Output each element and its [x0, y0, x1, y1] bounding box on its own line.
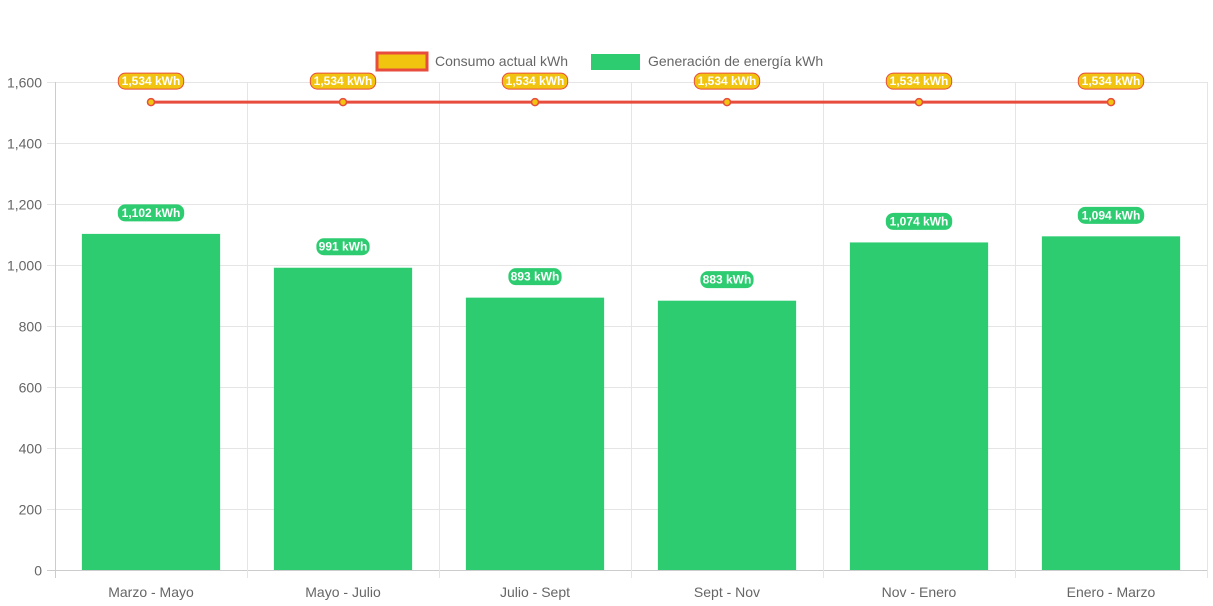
- line-value-label-badge: [501, 72, 569, 90]
- line-point: [530, 97, 540, 107]
- line-point: [146, 97, 156, 107]
- bar-value-label: 1,094 kWh: [1082, 208, 1141, 222]
- x-axis: Marzo - Mayo Mayo - Julio Julio - Sept Sept…: [108, 584, 1155, 600]
- x-tick-label: Sept - Nov: [694, 584, 760, 600]
- bar: [81, 233, 221, 570]
- y-tick-label: 0: [34, 563, 42, 579]
- bar: [657, 300, 797, 570]
- y-tick-label: 1,000: [7, 258, 42, 274]
- legend-item-consumo[interactable]: Consumo actual kWh: [375, 51, 568, 72]
- bar-value-label: 883 kWh: [703, 273, 752, 287]
- line-value-label: 1,534 kWh: [122, 74, 181, 88]
- x-tick-label: Enero - Marzo: [1067, 584, 1156, 600]
- line-value-label: 1,534 kWh: [1082, 74, 1141, 88]
- legend[interactable]: Consumo actual kWh Generación de energía…: [375, 51, 823, 72]
- legend-swatch-generacion: [591, 54, 640, 70]
- bar: [273, 267, 413, 570]
- line-value-label: 1,534 kWh: [890, 74, 949, 88]
- line-value-label-badge: [885, 72, 953, 90]
- legend-swatch-consumo: [375, 51, 429, 72]
- data-labels: 1,102 kWh 991 kWh 893 kWh 883 kWh 1,074 kWh 1…: [117, 72, 1145, 289]
- line-value-label-badge: [1077, 72, 1145, 90]
- y-axis: 0 200 400 600 800 1,000 1,200 1,400 1,600: [7, 75, 42, 579]
- y-tick-label: 1,400: [7, 136, 42, 152]
- bar-value-label: 1,102 kWh: [122, 206, 181, 220]
- line-value-label-badge: [693, 72, 761, 90]
- line-point: [914, 97, 924, 107]
- line-value-label: 1,534 kWh: [698, 74, 757, 88]
- bar: [849, 242, 989, 570]
- line-value-label-badge: [117, 72, 185, 90]
- bar-value-label-badge: [700, 271, 754, 289]
- bar-value-label-badge: [316, 238, 370, 256]
- y-tick-label: 1,600: [7, 75, 42, 91]
- grid: [47, 82, 1208, 578]
- y-tick-label: 600: [19, 380, 43, 396]
- line-value-label-badge: [309, 72, 377, 90]
- bar-series: [81, 233, 1181, 570]
- x-tick-label: Julio - Sept: [500, 584, 570, 600]
- bar: [1041, 236, 1181, 570]
- legend-label-generacion: Generación de energía kWh: [648, 53, 823, 69]
- line-value-label: 1,534 kWh: [314, 74, 373, 88]
- bar-value-label: 991 kWh: [319, 240, 368, 254]
- line-point: [722, 97, 732, 107]
- line-series: [146, 97, 1116, 107]
- bar-value-label-badge: [1077, 206, 1145, 224]
- legend-label-consumo: Consumo actual kWh: [435, 53, 568, 69]
- x-tick-label: Nov - Enero: [882, 584, 957, 600]
- bar-value-label-badge: [885, 212, 953, 230]
- y-tick-label: 200: [19, 502, 43, 518]
- bar: [465, 297, 605, 570]
- bar-value-label-badge: [117, 204, 185, 222]
- x-tick-label: Marzo - Mayo: [108, 584, 194, 600]
- y-tick-label: 400: [19, 441, 43, 457]
- y-tick-label: 800: [19, 319, 43, 335]
- legend-item-generacion[interactable]: Generación de energía kWh: [591, 53, 823, 70]
- line-point: [338, 97, 348, 107]
- bar-value-label-badge: [508, 268, 562, 286]
- x-tick-label: Mayo - Julio: [305, 584, 381, 600]
- line-point: [1106, 97, 1116, 107]
- bar-value-label: 1,074 kWh: [890, 214, 949, 228]
- y-tick-label: 1,200: [7, 197, 42, 213]
- line-value-label: 1,534 kWh: [506, 74, 565, 88]
- bar-value-label: 893 kWh: [511, 270, 560, 284]
